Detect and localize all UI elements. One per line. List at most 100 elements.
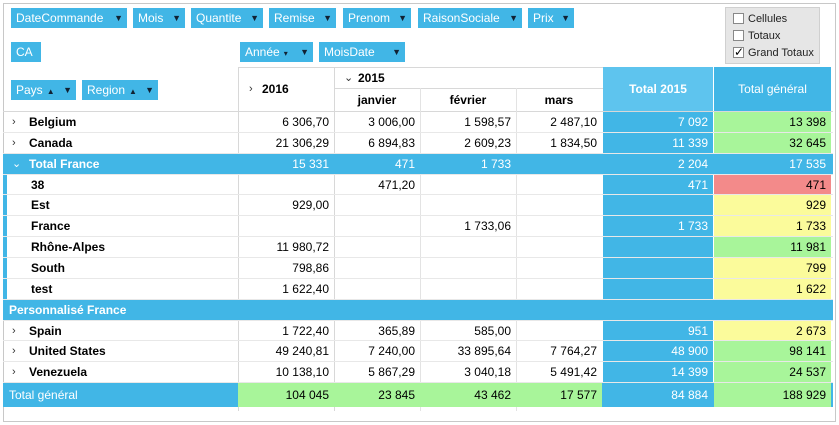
- header-fevrier: février: [449, 93, 487, 107]
- row-divider: [3, 236, 833, 237]
- chip-remise[interactable]: Remise ▼: [269, 8, 336, 28]
- cell-jan: [334, 300, 420, 321]
- option-cellules[interactable]: Cellules: [733, 11, 787, 27]
- cell-total-2015: 2 204: [603, 154, 713, 175]
- chip-region[interactable]: Region ▲ ▼: [82, 80, 158, 100]
- cell-v2016: [238, 216, 334, 237]
- row-divider: [3, 340, 833, 341]
- cell-jan: [334, 258, 420, 279]
- chip-prix[interactable]: Prix ▼: [528, 8, 574, 28]
- cell-mar: [516, 237, 602, 258]
- cell-total-2015: 1 733: [603, 216, 713, 237]
- cell-total-general: 2 673: [714, 321, 831, 341]
- checkbox-totaux[interactable]: [733, 30, 744, 41]
- row-label: Est: [31, 198, 50, 212]
- row-label: South: [31, 261, 65, 275]
- chip-raisonsociale[interactable]: RaisonSociale ▼: [418, 8, 522, 28]
- cell-total-2015: 951: [603, 321, 713, 341]
- cell-jan: 3 006,00: [368, 115, 415, 129]
- cell-fev: [420, 279, 516, 300]
- chevron-right-icon[interactable]: ›: [12, 366, 16, 378]
- row-label: Total France: [29, 157, 100, 171]
- chip-prenom[interactable]: Prenom ▼: [343, 8, 411, 28]
- chevron-down-icon[interactable]: ⌄: [344, 72, 354, 84]
- filter-icon[interactable]: ▼: [392, 47, 401, 57]
- cell-total-general: 98 141: [714, 341, 831, 362]
- filter-icon[interactable]: ▼: [323, 13, 332, 23]
- checkbox-grand-totaux[interactable]: [733, 44, 744, 60]
- chevron-right-icon[interactable]: ›: [12, 325, 16, 337]
- cell-total-2015: [603, 237, 713, 258]
- cell-total-general: 471: [714, 175, 831, 195]
- table-row: › Belgium 6 306,70 3 006,00 1 598,57 2 487,10…: [3, 112, 833, 133]
- sort-icon[interactable]: ▲: [46, 87, 55, 96]
- cell-total-general: 32 645: [714, 133, 831, 154]
- cell-mar: [516, 216, 602, 237]
- filter-icon[interactable]: ▼: [145, 85, 154, 95]
- cell-jan: 6 894,83: [368, 136, 415, 150]
- group-indent: [3, 237, 7, 258]
- cell-total-general: 13 398: [714, 112, 831, 133]
- group-indent: [3, 258, 7, 279]
- cell-total-general: 799: [714, 258, 831, 279]
- cell-mar: [516, 175, 602, 195]
- option-label: Totaux: [748, 30, 781, 42]
- cell-total-2015: 471: [603, 175, 713, 195]
- cell-total-2015: 11 339: [603, 133, 713, 154]
- cell-fev: 1 733,06: [464, 219, 511, 233]
- chip-moisdate[interactable]: MoisDate ▼: [319, 42, 405, 62]
- filter-icon[interactable]: ▼: [561, 13, 570, 23]
- cell-fev: 2 609,23: [464, 136, 511, 150]
- row-divider: [3, 299, 833, 300]
- chip-quantite[interactable]: Quantite ▼: [191, 8, 263, 28]
- filter-icon[interactable]: ▼: [114, 13, 123, 23]
- chevron-down-icon[interactable]: ⌄: [12, 158, 22, 170]
- filter-icon[interactable]: ▼: [300, 47, 309, 57]
- grand-total-2016: 104 045: [238, 383, 334, 407]
- option-totaux[interactable]: Totaux: [733, 28, 780, 44]
- grand-total-row: Total général 104 045 23 845 43 462 17 5…: [3, 383, 833, 407]
- table-row: › Canada 21 306,29 6 894,83 2 609,23 1 834,50…: [3, 133, 833, 154]
- chip-label: CA: [16, 45, 33, 59]
- chevron-right-icon[interactable]: ›: [12, 116, 16, 128]
- sort-icon[interactable]: ▾: [283, 49, 288, 58]
- cell-total-general: 929: [714, 195, 831, 216]
- checkbox-cellules[interactable]: [733, 13, 744, 24]
- row-label: France: [31, 219, 71, 233]
- group-indent: [3, 175, 7, 195]
- cell-v2016: 21 306,29: [275, 136, 329, 150]
- row-label: Canada: [29, 136, 73, 150]
- options-panel: Cellules Totaux Grand Totaux: [725, 7, 820, 64]
- row-divider: [3, 257, 833, 258]
- cell-mar: 7 764,27: [550, 344, 597, 358]
- chevron-right-icon[interactable]: ›: [12, 345, 16, 357]
- sort-icon[interactable]: ▲: [129, 87, 137, 96]
- chip-datecommande[interactable]: DateCommande ▼: [11, 8, 127, 28]
- cell-mar: [516, 195, 602, 216]
- cell-mar: 5 491,42: [550, 365, 597, 379]
- cell-total-general: 1 733: [714, 216, 831, 237]
- table-row: 38 471,20 471 471: [3, 175, 833, 195]
- row-label: United States: [29, 344, 106, 358]
- filter-icon[interactable]: ▼: [250, 13, 259, 23]
- cell-v2016: 1 722,40: [282, 324, 329, 338]
- chip-pays[interactable]: Pays ▲ ▼: [11, 80, 76, 100]
- cell-fev: 3 040,18: [464, 365, 511, 379]
- chevron-right-icon[interactable]: ›: [249, 83, 253, 95]
- filter-icon[interactable]: ▼: [172, 13, 181, 23]
- row-divider: [3, 194, 833, 195]
- cell-v2016: 11 980,72: [276, 240, 330, 254]
- option-grand-totaux[interactable]: Grand Totaux: [733, 44, 814, 61]
- chip-annee[interactable]: Année ▾ ▼: [240, 42, 313, 62]
- chip-label: Année: [245, 45, 280, 59]
- chevron-right-icon[interactable]: ›: [12, 137, 16, 149]
- table-row: South 798,86 799: [3, 258, 833, 279]
- filter-icon[interactable]: ▼: [63, 85, 72, 95]
- filter-icon[interactable]: ▼: [398, 13, 407, 23]
- filter-icon[interactable]: ▼: [509, 13, 518, 23]
- cell-jan: [334, 237, 420, 258]
- chip-mois[interactable]: Mois ▼: [133, 8, 185, 28]
- cell-fev: [420, 195, 516, 216]
- row-divider: [3, 132, 833, 133]
- chip-measure-ca[interactable]: CA: [11, 42, 41, 62]
